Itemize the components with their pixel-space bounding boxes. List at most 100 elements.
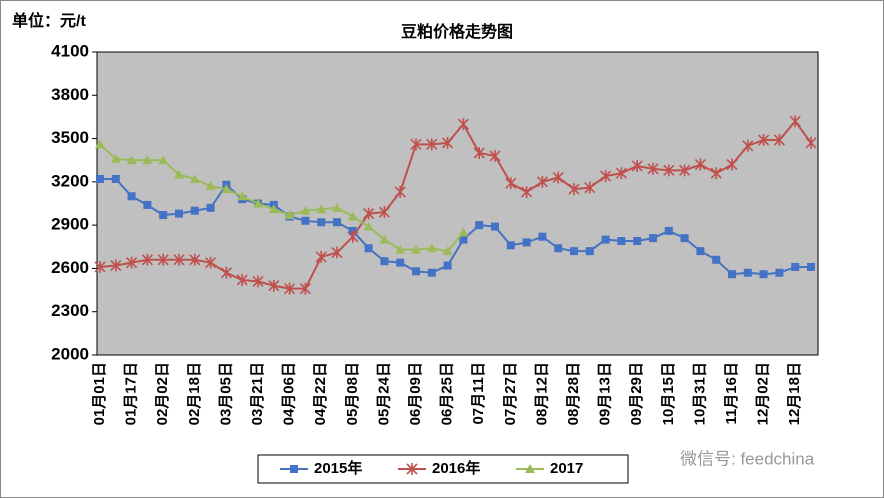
legend-label: 2016年 (432, 459, 480, 477)
marker (333, 218, 341, 227)
marker (237, 191, 248, 201)
marker (442, 136, 454, 149)
marker (458, 227, 469, 237)
marker (426, 243, 437, 253)
marker (143, 200, 152, 209)
marker (158, 155, 169, 165)
marker (696, 247, 705, 256)
marker (457, 118, 469, 131)
x-tick-label: 02月02日 (154, 362, 171, 425)
marker (521, 185, 533, 198)
marker (363, 207, 375, 220)
y-tick-label: 2900 (51, 215, 89, 234)
marker (649, 234, 657, 243)
marker (110, 153, 121, 163)
y-tick-label: 3800 (51, 85, 89, 104)
x-tick-label: 09月13日 (597, 362, 614, 425)
watermark: 微信号: feedchina (680, 449, 815, 468)
marker (380, 257, 389, 266)
marker (410, 138, 422, 151)
marker (742, 139, 754, 152)
marker (568, 183, 580, 196)
y-tick-label: 2600 (51, 258, 89, 277)
marker (205, 181, 216, 191)
marker (252, 275, 264, 288)
x-tick-label: 04月22日 (312, 362, 329, 425)
legend-label: 2017 (550, 460, 583, 477)
marker (394, 185, 406, 198)
marker (522, 238, 531, 247)
marker (585, 247, 594, 256)
marker (506, 241, 515, 250)
series-line (99, 119, 812, 290)
marker (712, 255, 721, 264)
marker (175, 209, 183, 218)
marker (347, 211, 358, 221)
marker (127, 192, 136, 201)
marker (710, 167, 722, 180)
marker (363, 221, 374, 231)
x-tick-label: 12月02日 (755, 362, 772, 425)
marker (347, 230, 359, 243)
marker (726, 158, 738, 171)
marker (159, 211, 168, 220)
x-tick-label: 07月27日 (502, 362, 519, 425)
marker (94, 260, 106, 273)
x-tick-label: 06月09日 (407, 362, 424, 425)
marker (489, 149, 501, 162)
marker (301, 216, 310, 225)
marker (317, 218, 326, 227)
marker (475, 221, 484, 230)
x-tick-label: 11月16日 (723, 362, 740, 425)
x-tick-label: 10月31日 (691, 362, 708, 425)
x-tick-label: 12月18日 (786, 362, 803, 425)
marker (396, 258, 405, 267)
marker (236, 273, 248, 286)
marker (253, 198, 263, 208)
marker (126, 256, 138, 269)
marker (406, 463, 418, 475)
marker (789, 115, 801, 128)
y-tick-label: 3500 (51, 128, 89, 147)
marker (615, 167, 627, 180)
marker (807, 262, 815, 271)
x-tick-label: 03月05日 (217, 362, 234, 425)
x-tick-label: 05月08日 (344, 362, 361, 425)
x-tick-label: 09月29日 (628, 362, 645, 425)
marker (773, 134, 785, 147)
marker (680, 234, 689, 243)
marker (552, 171, 564, 184)
marker (284, 282, 296, 295)
marker (157, 253, 169, 266)
marker (205, 256, 217, 269)
x-tick-label: 05月24日 (375, 362, 392, 425)
x-tick-label: 06月25日 (439, 362, 456, 425)
marker (805, 136, 817, 149)
marker (525, 464, 535, 473)
marker (284, 210, 295, 220)
marker (206, 203, 215, 212)
marker (647, 162, 659, 175)
marker (111, 174, 120, 183)
marker (427, 268, 436, 277)
x-tick-label: 01月01日 (91, 362, 108, 425)
marker (126, 155, 137, 165)
unit-label: 单位：元/t (12, 11, 86, 30)
marker (412, 267, 420, 276)
x-tick-label: 04月06日 (281, 362, 298, 425)
chart-title: 豆粕价格走势图 (401, 22, 513, 41)
marker (791, 262, 800, 271)
marker (631, 159, 643, 172)
marker (315, 250, 327, 263)
x-tick-label: 08月28日 (565, 362, 582, 425)
marker (617, 237, 626, 246)
marker (189, 253, 201, 266)
marker (570, 247, 578, 256)
marker (758, 134, 770, 147)
x-tick-label: 01月17日 (123, 362, 140, 425)
marker (601, 235, 610, 244)
marker (584, 181, 596, 194)
marker (728, 270, 736, 279)
marker (378, 206, 390, 219)
marker (600, 170, 612, 183)
